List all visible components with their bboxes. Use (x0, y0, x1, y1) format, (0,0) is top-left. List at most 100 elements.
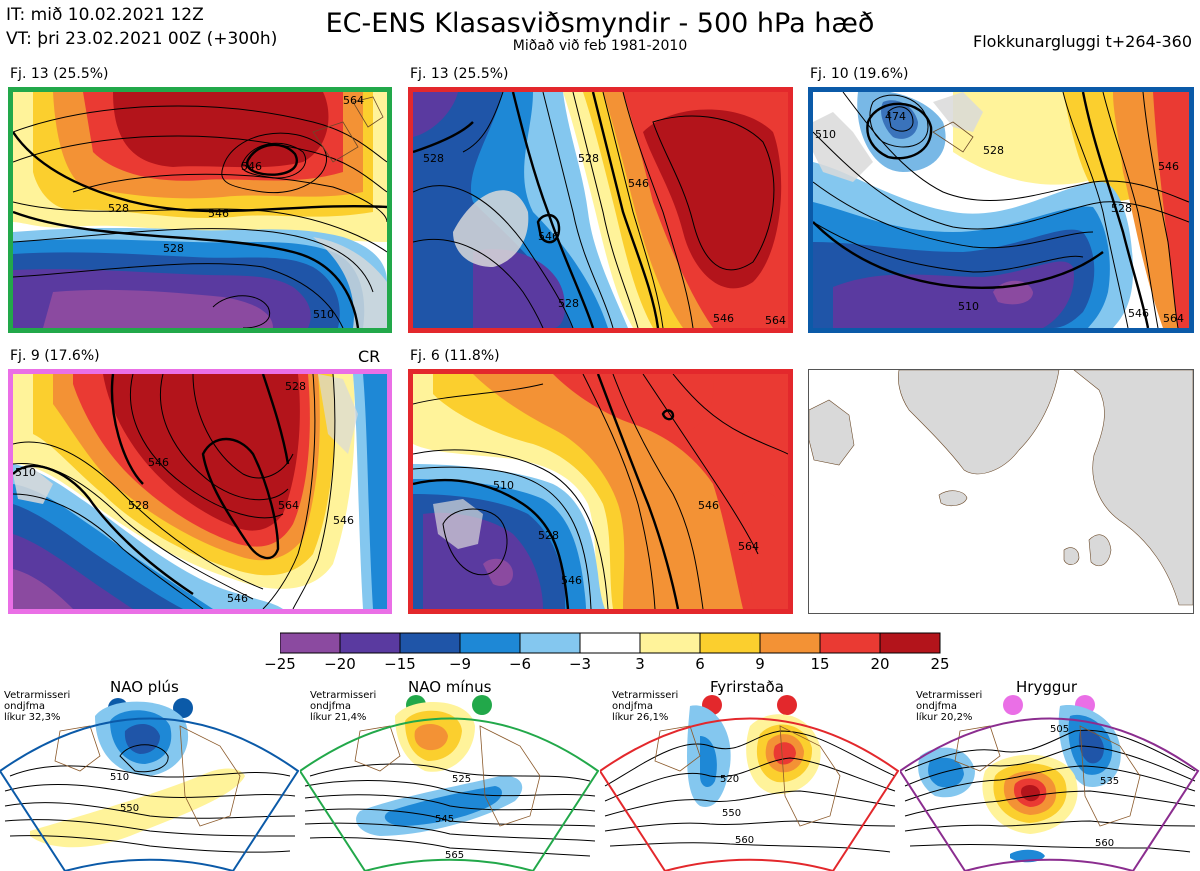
contour-label: 546 (227, 592, 248, 605)
colorbar-tick: 3 (635, 655, 645, 673)
colorbar-segment (519, 632, 581, 654)
regime-title: Fyrirstaða (710, 678, 784, 696)
regime-contour-label: 560 (1095, 838, 1114, 849)
classification-window: Flokkunargluggi t+264-360 (973, 32, 1192, 51)
contour-label: 528 (983, 144, 1004, 157)
contour-label: 546 (1158, 160, 1179, 173)
cluster-3-field: 474 510 546 528 510 528 546 564 (813, 92, 1189, 328)
contour-label: 564 (343, 94, 364, 107)
contour-label: 528 (423, 152, 444, 165)
contour-label: 564 (278, 499, 299, 512)
contour-label: 528 (538, 529, 559, 542)
colorbar-tick: −3 (568, 655, 592, 673)
contour-label: 564 (765, 314, 786, 327)
colorbar-segment (639, 632, 701, 654)
contour-label: 528 (578, 152, 599, 165)
colorbar-tick: 6 (695, 655, 705, 673)
contour-label: 546 (1128, 307, 1149, 320)
empty-map-panel (808, 369, 1194, 614)
contour-label: 528 (163, 242, 184, 255)
contour-label: 546 (561, 574, 582, 587)
base-map (809, 370, 1193, 606)
contour-label: 528 (1111, 202, 1132, 215)
regime-note: Vetrarmisseri ondjfma líkur 32,3% (4, 690, 71, 723)
colorbar-segment (459, 632, 521, 654)
colorbar-tick: 9 (755, 655, 765, 673)
cluster-1-field: 546 546 528 528 510 564 (13, 92, 387, 328)
contour-label: 546 (698, 499, 719, 512)
regime-note: Vetrarmisseri ondjfma líkur 20,2% (916, 690, 983, 723)
contour-label: 474 (885, 110, 906, 123)
regime-contour-label: 525 (452, 774, 471, 785)
regime-contour-label: 550 (120, 803, 139, 814)
contour-label: 546 (713, 312, 734, 325)
regime-contour-label: 565 (445, 850, 464, 861)
issue-time: IT: mið 10.02.2021 12Z (6, 5, 204, 25)
colorbar-segment (879, 632, 941, 654)
regime-title: NAO mínus (408, 678, 492, 696)
colorbar-segment (339, 632, 401, 654)
page-title: EC-ENS Klasasviðsmyndir - 500 hPa hæð (325, 8, 875, 39)
regime-nao-plus: Vetrarmisseri ondjfma líkur 32,3% NAO plús… (0, 676, 300, 871)
regime-dot (173, 698, 193, 718)
colorbar-segment (280, 632, 341, 654)
cluster-map-3: 474 510 546 528 510 528 546 564 (808, 87, 1194, 333)
contour-label: 528 (108, 202, 129, 215)
colorbar-tick: 20 (870, 655, 890, 673)
colorbar-tick: −6 (508, 655, 532, 673)
regime-contour-label: 510 (110, 772, 129, 783)
contour-label: 564 (1163, 312, 1184, 325)
cluster-map-5: 510 528 546 546 564 (408, 369, 793, 614)
regime-blocking: Vetrarmisseri ondjfma líkur 26,1% Fyrirsta… (600, 676, 900, 871)
valid-time: VT: þri 23.02.2021 00Z (+300h) (6, 29, 278, 49)
contour-label: 546 (208, 207, 229, 220)
regime-contour-label: 505 (1050, 724, 1069, 735)
cluster-2-label: Fj. 13 (25.5%) (410, 66, 509, 82)
regime-contour-label: 545 (435, 814, 454, 825)
page-subtitle: Miðað við feb 1981-2010 (512, 38, 688, 54)
regime-map: 510 550 (0, 701, 300, 871)
contour-label: 510 (15, 466, 36, 479)
regime-nao-minus: Vetrarmisseri ondjfma líkur 21,4% NAO mínu… (300, 676, 600, 871)
contour-label: 528 (285, 380, 306, 393)
contour-label: 546 (333, 514, 354, 527)
colorbar-tick: −20 (324, 655, 356, 673)
regime-map: 505 535 560 (900, 705, 1200, 871)
cluster-5-label: Fj. 6 (11.8%) (410, 348, 500, 364)
colorbar-segment (579, 632, 641, 654)
cluster-map-4: 546 528 510 528 546 564 546 (8, 369, 392, 614)
cluster-map-2: 528 528 546 546 528 546 564 (408, 87, 793, 333)
cluster-4-field: 546 528 510 528 546 564 546 (13, 374, 387, 609)
regime-contour-label: 550 (722, 808, 741, 819)
regime-contour-label: 520 (720, 774, 739, 785)
colorbar-tick: −15 (384, 655, 416, 673)
regime-dot (1003, 695, 1023, 715)
regime-map: 525 545 565 (300, 702, 600, 871)
colorbar-tick: 15 (810, 655, 830, 673)
cluster-4-label: Fj. 9 (17.6%) (10, 348, 100, 364)
regime-map: 520 550 560 (600, 705, 900, 871)
contour-label: 564 (738, 540, 759, 553)
contour-label: 510 (958, 300, 979, 313)
contour-label: 546 (148, 456, 169, 469)
colorbar-segment (759, 632, 821, 654)
colorbar-segment (699, 632, 761, 654)
cluster-1-label: Fj. 13 (25.5%) (10, 66, 109, 82)
regime-contour-label: 535 (1100, 776, 1119, 787)
regime-dot (472, 695, 492, 715)
contour-label: 528 (128, 499, 149, 512)
contour-label: 546 (538, 230, 559, 243)
regime-note: Vetrarmisseri ondjfma líkur 26,1% (612, 690, 679, 723)
contour-label: 510 (815, 128, 836, 141)
cluster-3-label: Fj. 10 (19.6%) (810, 66, 909, 82)
colorbar-segment (399, 632, 461, 654)
regime-title: NAO plús (110, 678, 179, 696)
regime-ridge: Vetrarmisseri ondjfma líkur 20,2% Hryggur (900, 676, 1200, 871)
colorbar-tick: 25 (930, 655, 950, 673)
contour-label: 546 (241, 160, 262, 173)
contour-label: 510 (313, 308, 334, 321)
cluster-5-field: 510 528 546 546 564 (413, 374, 788, 609)
cluster-map-1: 546 546 528 528 510 564 (8, 87, 392, 333)
cluster-2-field: 528 528 546 546 528 546 564 (413, 92, 788, 328)
contour-label: 528 (558, 297, 579, 310)
